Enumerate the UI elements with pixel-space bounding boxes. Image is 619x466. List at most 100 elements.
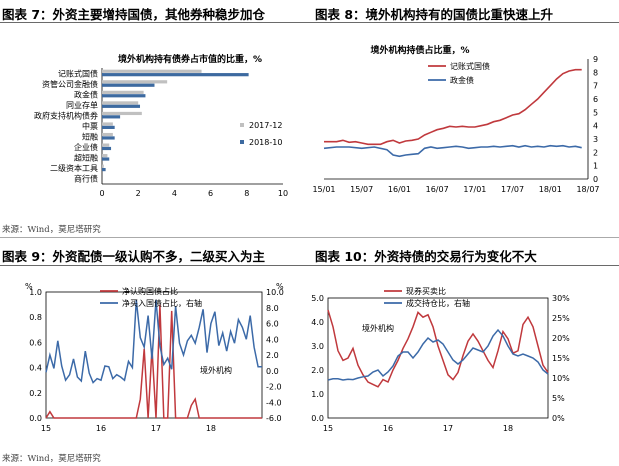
bar-2018-10	[102, 157, 110, 161]
y-left-tick-label: 2.0	[311, 366, 324, 375]
legend-label: 2018-10	[249, 138, 282, 147]
bar-2018-10	[102, 167, 106, 172]
x-tick-label: 18	[503, 424, 513, 433]
y-tick-label: 8	[593, 68, 598, 77]
y-tick-label: 5	[593, 108, 598, 117]
chart-holdings-share-line: 境外机构持债占比重，% 0 1 2 3 4 5 6 7 8 9 15/01 15/07 16/01 16/0…	[312, 44, 599, 194]
bar-2017-12	[102, 154, 108, 158]
bar-2017-12	[102, 164, 104, 168]
panel10-title: 图表 10：外资持债的交易行为变化不大	[315, 249, 537, 264]
y-right-tick-label: 20%	[552, 334, 570, 343]
bar-2018-10	[102, 146, 112, 151]
series-line-现券买卖比	[327, 309, 549, 388]
x-tick-label: 0	[99, 189, 104, 198]
plot-frame	[327, 297, 549, 419]
series-line-成交持仓比，右轴	[327, 328, 549, 381]
y-right-tick-label: -6.0	[266, 414, 282, 423]
legend-swatch	[240, 123, 244, 127]
x-tick-label: 16/01	[388, 185, 411, 194]
y-tick-label: 2	[593, 148, 598, 157]
bar-2018-10	[102, 136, 115, 140]
chart-holdings-share-bar: 境外机构持有债券占市值的比重，% 记账式国债资管公司金融债政金债同业存单政府支持机…	[34, 53, 288, 198]
category-label: 政金债	[74, 89, 98, 99]
x-tick-label: 6	[208, 189, 213, 198]
bar-2017-12	[102, 90, 144, 94]
y-tick-label: 4	[593, 122, 598, 131]
x-tick-label: 17	[151, 424, 161, 433]
source-rule-top	[0, 237, 619, 238]
series-line-记账式国债	[324, 68, 582, 146]
annotation-label: 境外机构	[362, 323, 394, 333]
legend-label: 净买入国债占比，右轴	[122, 298, 202, 308]
bar-2018-10	[102, 125, 115, 129]
y-right-tick-label: 0%	[552, 414, 565, 423]
y-right-tick-label: 10%	[552, 374, 570, 383]
bar-2017-12	[102, 122, 113, 126]
y-right-tick-label: -4.0	[266, 398, 282, 407]
x-tick-label: 15/01	[312, 185, 335, 194]
y-right-tick-label: 5%	[552, 394, 565, 403]
bar-2017-12	[102, 101, 139, 105]
x-tick-label: 17/01	[463, 185, 486, 194]
y-right-tick-label: 4.0	[266, 335, 279, 344]
title-rule-top	[0, 22, 619, 23]
y-right-tick-label: 8.0	[266, 304, 279, 313]
y-left-tick-label: 1.0	[311, 390, 324, 399]
x-tick-label: 18	[206, 424, 216, 433]
bar-2018-10	[102, 83, 155, 87]
x-tick-label: 16	[96, 424, 106, 433]
y-right-tick-label: 10.0	[266, 288, 284, 297]
legend-label: 政金债	[450, 75, 474, 85]
y-right-tick-label: -2.0	[266, 383, 282, 392]
panel8-title: 图表 8：境外机构持有的国债比重快速上升	[315, 7, 554, 22]
series-line-净买入国债占比，右轴	[45, 299, 262, 384]
plot-frame	[45, 291, 263, 419]
source-top: 来源：Wind，莫尼塔研究	[2, 225, 101, 235]
left-unit-label: %	[25, 282, 33, 291]
category-label: 政府支持机构债券	[34, 110, 98, 120]
x-tick-label: 16	[383, 424, 393, 433]
category-label: 二级资本工具	[50, 163, 98, 173]
category-label: 同业存单	[66, 100, 98, 110]
x-tick-label: 15	[41, 424, 51, 433]
bar-2018-10	[102, 73, 249, 77]
bar-2018-10	[102, 115, 121, 119]
y-tick-label: 0	[593, 175, 598, 184]
legend-label: 净认购国债占比	[122, 286, 178, 296]
y-left-tick-label: 0.2	[29, 389, 42, 398]
x-tick-label: 18/07	[576, 185, 599, 194]
y-left-tick-label: 4.0	[311, 318, 324, 327]
x-tick-label: 16/07	[426, 185, 449, 194]
x-tick-label: 15/07	[350, 185, 373, 194]
chart-trading-behavior: 0.0 1.0 2.0 3.0 4.0 5.0 0% 5% 10% 15% 20% 25% 30% 15 1…	[311, 286, 570, 433]
bar-2017-12	[102, 111, 142, 116]
panel7-title: 图表 7：外资主要增持国债，其他券种稳步加仓	[2, 7, 266, 22]
y-left-tick-label: 5.0	[311, 294, 324, 303]
y-tick-label: 3	[593, 135, 598, 144]
category-label: 记账式国债	[58, 68, 98, 78]
legend-label: 2017-12	[249, 121, 282, 130]
y-right-tick-label: 6.0	[266, 320, 279, 329]
category-label: 企业债	[74, 142, 98, 152]
y-left-tick-label: 0.6	[29, 338, 42, 347]
series-line-净认购国债占比	[45, 304, 262, 419]
y-right-tick-label: 0.0	[266, 367, 279, 376]
y-left-tick-label: 0.0	[311, 414, 324, 423]
y-tick-label: 1	[593, 162, 598, 171]
x-tick-label: 15	[323, 424, 333, 433]
y-right-tick-label: 15%	[552, 354, 570, 363]
y-tick-label: 9	[593, 55, 598, 64]
title-rule-bottom	[0, 265, 619, 266]
bar-2017-12	[102, 69, 202, 73]
category-label: 资管公司金融债	[42, 79, 98, 89]
x-tick-label: 10	[278, 189, 288, 198]
source-bottom: 来源：Wind，莫尼塔研究	[2, 454, 101, 464]
legend-swatch	[240, 140, 244, 144]
x-tick-label: 17	[443, 424, 453, 433]
chart-title: 境外机构持债占比重，%	[370, 44, 469, 56]
panel9-title: 图表 9：外资配债一级认购不多，二级买入为主	[2, 249, 266, 264]
x-tick-label: 8	[244, 189, 249, 198]
category-label: 超短融	[74, 153, 98, 163]
chart-primary-vs-secondary: % % 0.0 0.2 0.4 0.6 0.8 1.0 -6.0 -4.0 -2.0 0.0 2.0 4.…	[25, 282, 284, 433]
bar-2018-10	[102, 94, 146, 98]
